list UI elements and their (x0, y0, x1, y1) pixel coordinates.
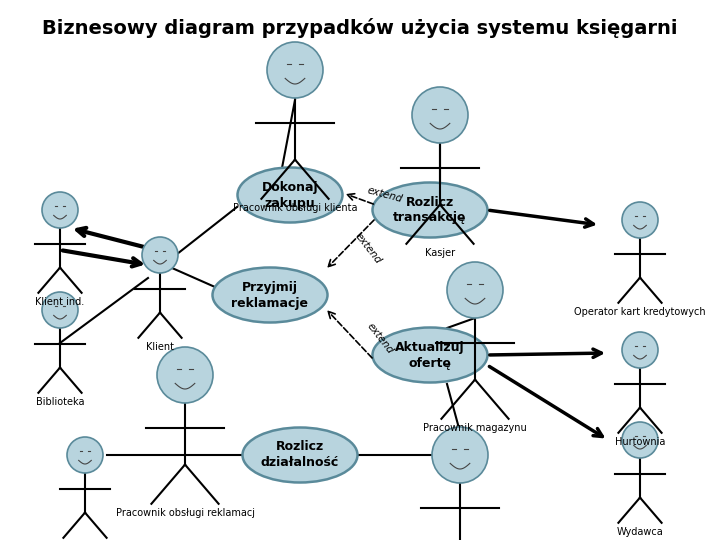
Text: Kasjer: Kasjer (425, 248, 455, 258)
Text: Klient ind.: Klient ind. (35, 297, 85, 307)
Circle shape (142, 237, 178, 273)
Text: Hurtownia: Hurtownia (615, 437, 665, 447)
Circle shape (157, 347, 213, 403)
Ellipse shape (238, 167, 343, 222)
Text: Pracownik obsługi reklamacj: Pracownik obsługi reklamacj (115, 508, 254, 518)
Text: Klient: Klient (146, 342, 174, 352)
Text: Biblioteka: Biblioteka (36, 397, 84, 407)
Circle shape (622, 332, 658, 368)
Text: extend: extend (353, 231, 383, 265)
Circle shape (42, 192, 78, 228)
Text: Aktualizuj
ofertę: Aktualizuj ofertę (395, 341, 465, 369)
Text: Pracownik obsługi klienta: Pracownik obsługi klienta (233, 203, 357, 213)
Ellipse shape (372, 327, 487, 382)
Circle shape (412, 87, 468, 143)
Text: Dokonaj
zakupu: Dokonaj zakupu (261, 180, 318, 210)
Ellipse shape (212, 267, 328, 322)
Text: Operator kart kredytowych: Operator kart kredytowych (574, 307, 706, 317)
Text: Przyjmij
reklamacje: Przyjmij reklamacje (232, 280, 308, 309)
Text: Biznesowy diagram przypadków użycia systemu księgarni: Biznesowy diagram przypadków użycia syst… (42, 18, 678, 38)
Circle shape (622, 422, 658, 458)
Circle shape (447, 262, 503, 318)
Ellipse shape (372, 183, 487, 238)
Circle shape (432, 427, 488, 483)
Circle shape (67, 437, 103, 473)
Circle shape (267, 42, 323, 98)
Text: extend: extend (365, 321, 395, 355)
Text: Wydawca: Wydawca (616, 527, 663, 537)
Text: Rozlicz
transakcję: Rozlicz transakcję (393, 195, 467, 225)
Circle shape (622, 202, 658, 238)
Text: Pracownik magazynu: Pracownik magazynu (423, 423, 527, 433)
Circle shape (42, 292, 78, 328)
Text: Rozlicz
działalność: Rozlicz działalność (261, 441, 339, 469)
Text: extend: extend (366, 185, 404, 205)
Ellipse shape (243, 428, 358, 483)
